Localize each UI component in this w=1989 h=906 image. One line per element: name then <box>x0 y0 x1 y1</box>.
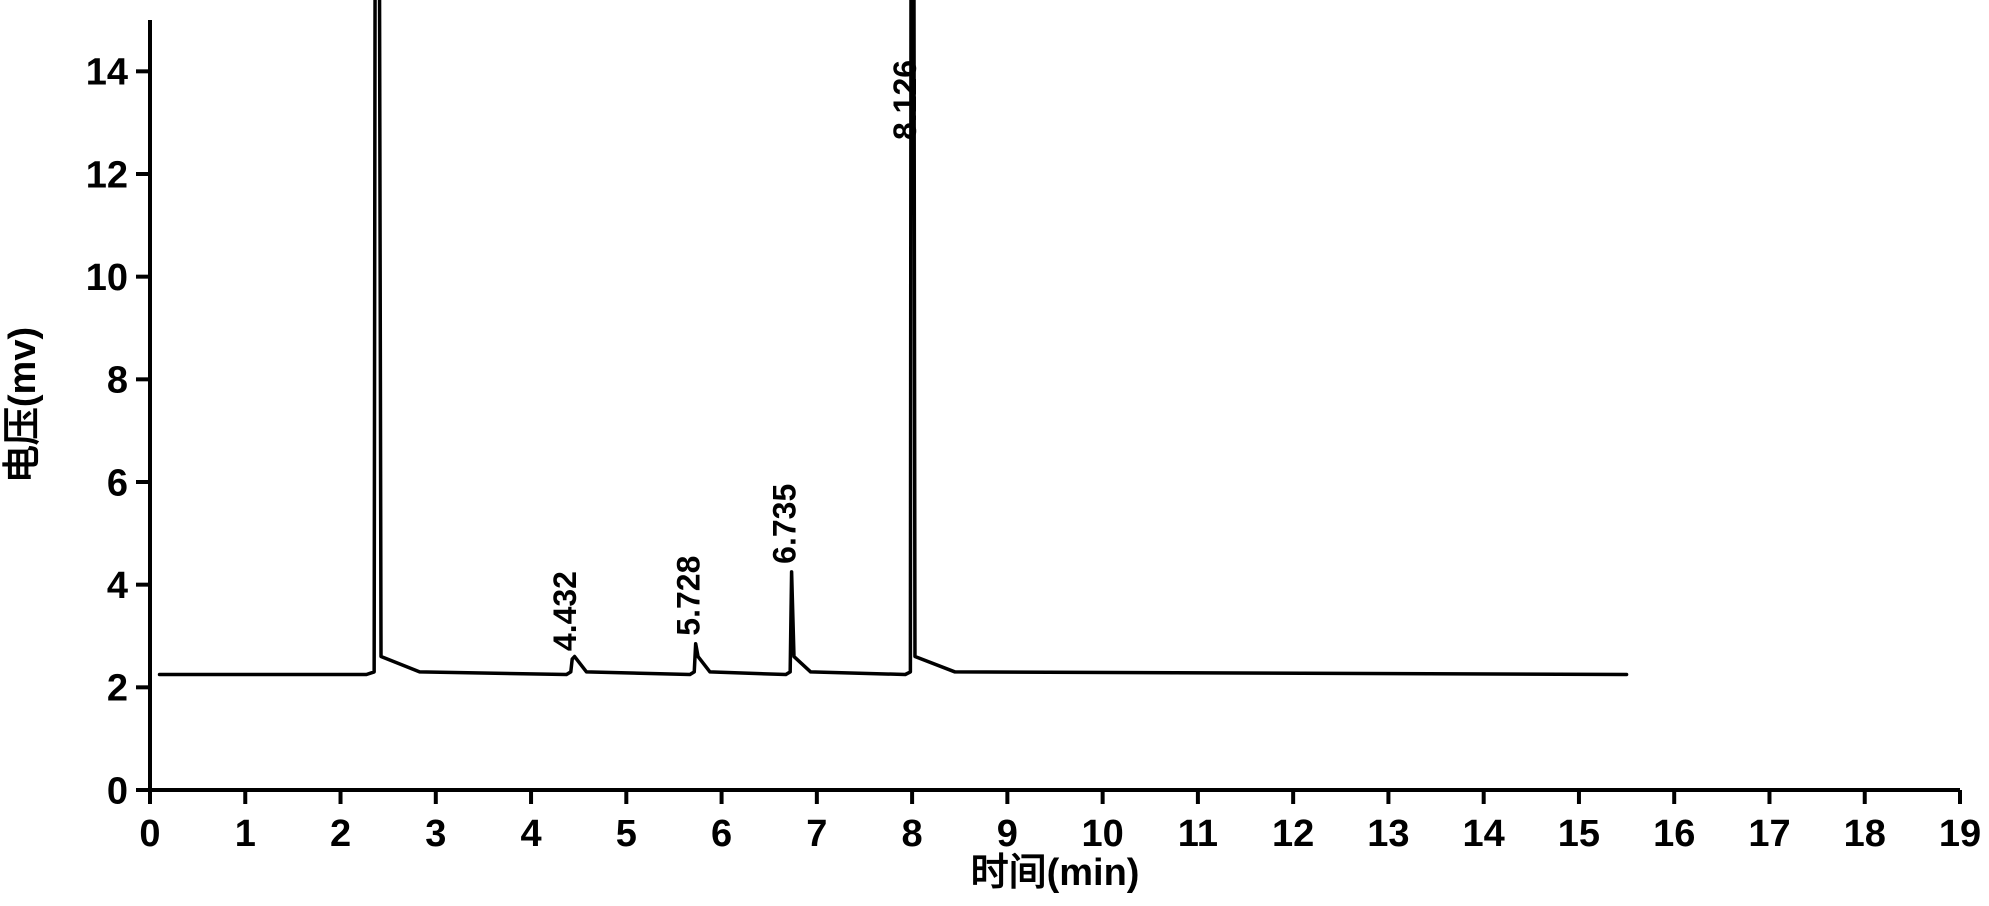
x-tick-label: 5 <box>616 813 637 855</box>
y-tick-label: 14 <box>86 52 128 94</box>
x-tick-label: 19 <box>1939 813 1981 855</box>
x-tick-label: 18 <box>1844 813 1886 855</box>
peak-label: 8.126 <box>887 60 923 140</box>
y-tick-label: 12 <box>86 154 128 196</box>
y-tick-label: 8 <box>107 360 128 402</box>
x-tick-label: 12 <box>1272 813 1314 855</box>
chart-svg: 0123456789101112131415161718190246810121… <box>0 0 1989 906</box>
x-tick-label: 7 <box>806 813 827 855</box>
x-tick-label: 4 <box>520 813 541 855</box>
x-axis-label: 时间(min) <box>971 852 1140 894</box>
y-tick-label: 4 <box>107 565 128 607</box>
y-axis-label: 电压(mv) <box>2 327 44 483</box>
peak-label: 4.432 <box>547 571 583 651</box>
x-tick-label: 6 <box>711 813 732 855</box>
chromatogram-chart: 0123456789101112131415161718190246810121… <box>0 0 1989 906</box>
x-tick-label: 15 <box>1558 813 1600 855</box>
y-tick-label: 10 <box>86 257 128 299</box>
x-tick-label: 2 <box>330 813 351 855</box>
y-tick-label: 6 <box>107 462 128 504</box>
x-tick-label: 1 <box>235 813 256 855</box>
peak-label: 6.735 <box>767 484 803 564</box>
x-tick-label: 9 <box>997 813 1018 855</box>
x-tick-label: 13 <box>1367 813 1409 855</box>
x-tick-label: 8 <box>902 813 923 855</box>
peak-label: 5.728 <box>671 556 707 636</box>
x-tick-label: 10 <box>1081 813 1123 855</box>
x-tick-label: 11 <box>1178 813 1218 855</box>
x-tick-label: 17 <box>1748 813 1790 855</box>
x-tick-label: 14 <box>1463 813 1505 855</box>
y-tick-label: 2 <box>107 668 128 710</box>
x-tick-label: 0 <box>139 813 160 855</box>
x-tick-label: 3 <box>425 813 446 855</box>
y-tick-label: 0 <box>107 770 128 812</box>
x-tick-label: 16 <box>1653 813 1695 855</box>
